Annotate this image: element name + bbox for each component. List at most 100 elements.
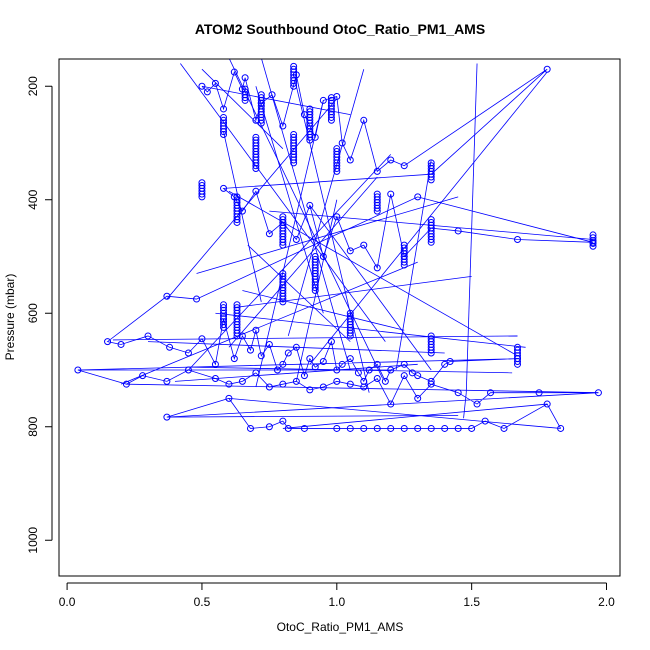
- data-point: [427, 173, 435, 181]
- data-point: [333, 377, 341, 385]
- data-point: [319, 252, 327, 260]
- series-line: [77, 68, 599, 429]
- data-point: [333, 424, 341, 432]
- data-point: [265, 423, 273, 431]
- data-point: [346, 355, 354, 363]
- trajectory-line: [215, 312, 526, 348]
- data-point: [373, 264, 381, 272]
- data-point: [500, 424, 508, 432]
- data-point: [408, 369, 416, 377]
- data-point: [198, 335, 206, 343]
- data-point: [333, 92, 341, 100]
- data-point: [220, 323, 228, 331]
- data-point: [400, 252, 408, 260]
- data-point: [257, 119, 265, 127]
- data-point: [241, 74, 249, 82]
- data-point: [163, 292, 171, 300]
- data-point: [427, 238, 435, 246]
- data-point: [122, 380, 130, 388]
- data-point: [220, 315, 228, 323]
- data-point: [306, 355, 314, 363]
- data-point: [265, 383, 273, 391]
- y-axis-label: Pressure (mbar): [3, 274, 17, 361]
- data-point: [300, 424, 308, 432]
- data-point: [373, 167, 381, 175]
- trajectory-line: [229, 59, 384, 379]
- data-point: [400, 424, 408, 432]
- data-point: [273, 366, 281, 374]
- data-point: [252, 165, 260, 173]
- data-point: [311, 284, 319, 292]
- plot-frame: [58, 58, 621, 577]
- data-point: [220, 130, 228, 138]
- data-point: [163, 413, 171, 421]
- trajectory-line: [201, 68, 284, 149]
- data-point: [327, 113, 335, 121]
- data-point: [327, 116, 335, 124]
- data-point: [441, 424, 449, 432]
- trajectory-line: [228, 190, 518, 357]
- data-point: [220, 184, 228, 192]
- data-point: [252, 369, 260, 377]
- trajectory-line: [201, 85, 351, 116]
- data-point: [279, 298, 287, 306]
- trajectory-line: [166, 414, 459, 418]
- data-point: [557, 424, 565, 432]
- data-point: [284, 349, 292, 357]
- trajectory-line: [255, 100, 324, 388]
- data-point: [387, 190, 395, 198]
- y-tick-label: 600: [26, 303, 40, 323]
- data-point: [230, 193, 238, 201]
- data-point: [333, 167, 341, 175]
- data-point: [333, 165, 341, 173]
- data-point: [246, 346, 254, 354]
- data-point: [306, 136, 314, 144]
- data-point: [311, 287, 319, 295]
- x-tick-label: 1.5: [463, 595, 480, 609]
- data-point: [265, 340, 273, 348]
- data-point: [346, 380, 354, 388]
- trajectory-line: [228, 397, 561, 429]
- data-point: [387, 156, 395, 164]
- data-point: [241, 96, 249, 104]
- x-tick-label: 2.0: [598, 595, 615, 609]
- data-point: [292, 377, 300, 385]
- data-point: [104, 338, 112, 346]
- data-point: [327, 338, 335, 346]
- data-point: [238, 207, 246, 215]
- y-tick-label: 1000: [26, 527, 40, 554]
- chart-title: ATOM2 Southbound OtoC_Ratio_PM1_AMS: [195, 21, 485, 37]
- data-point: [365, 366, 373, 374]
- trajectory-line: [465, 63, 478, 393]
- data-point: [193, 295, 201, 303]
- data-point: [257, 116, 265, 124]
- data-point: [211, 360, 219, 368]
- data-point: [514, 235, 522, 243]
- data-point: [427, 224, 435, 232]
- data-point: [233, 218, 241, 226]
- data-point: [338, 360, 346, 368]
- data-point: [252, 162, 260, 170]
- data-point: [319, 96, 327, 104]
- data-point: [290, 79, 298, 87]
- data-point: [414, 424, 422, 432]
- data-point: [279, 295, 287, 303]
- data-point: [468, 424, 476, 432]
- data-point: [265, 230, 273, 238]
- data-point: [233, 329, 241, 337]
- data-point: [233, 216, 241, 224]
- data-point: [487, 389, 495, 397]
- data-point: [473, 400, 481, 408]
- data-point: [220, 105, 228, 113]
- data-point: [319, 357, 327, 365]
- data-point: [241, 94, 249, 102]
- data-point: [594, 389, 602, 397]
- data-point: [346, 329, 354, 337]
- trajectory-line: [112, 335, 518, 341]
- data-point: [373, 360, 381, 368]
- data-point: [589, 242, 597, 250]
- data-point: [306, 133, 314, 141]
- data-point: [238, 332, 246, 340]
- data-point: [225, 380, 233, 388]
